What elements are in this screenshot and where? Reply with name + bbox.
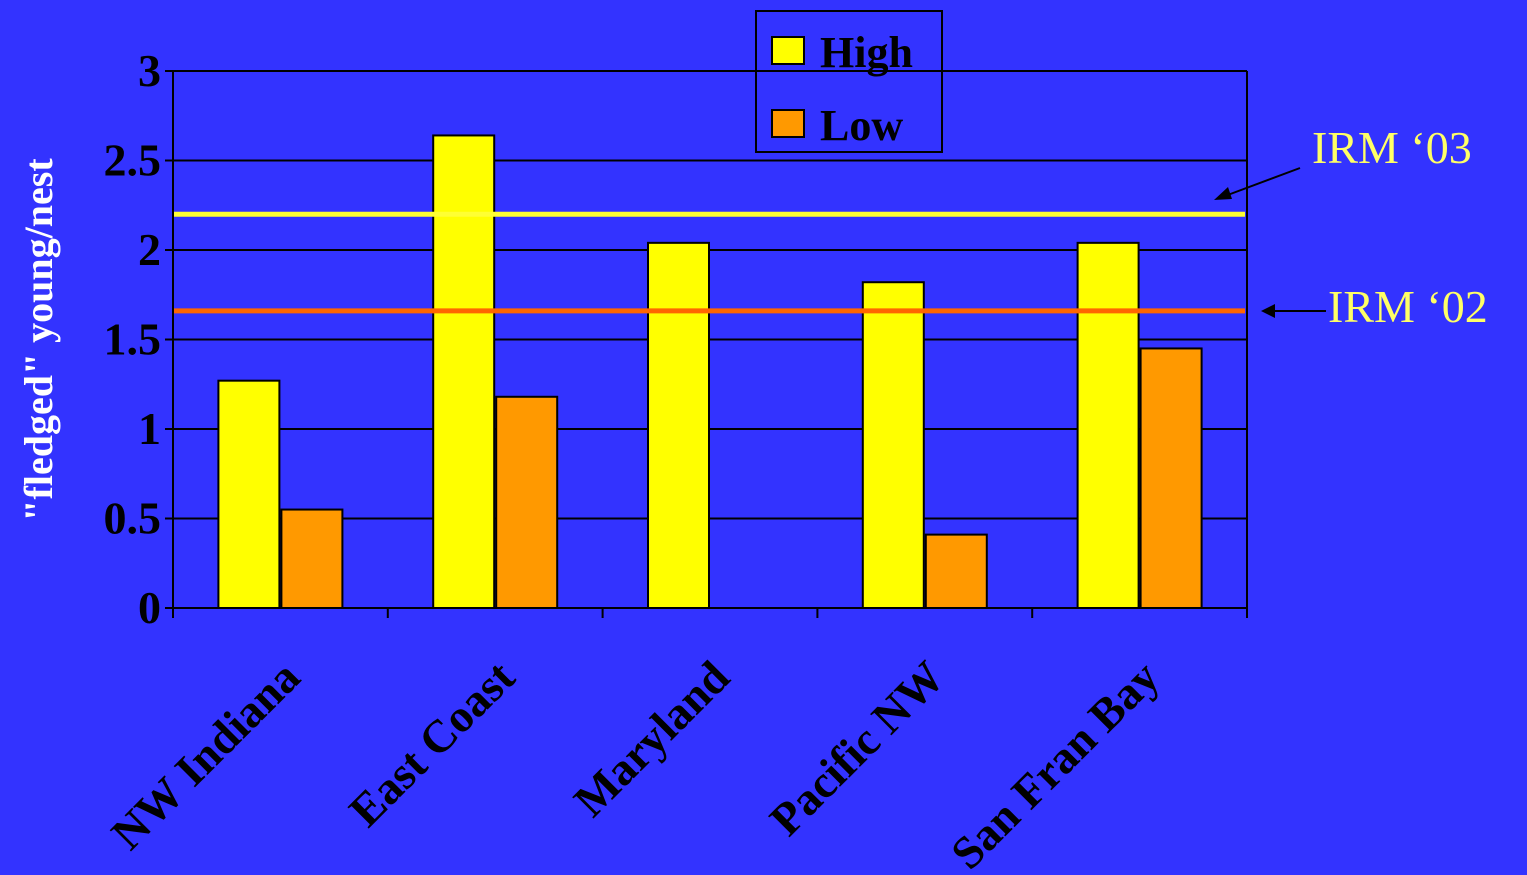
bar-high xyxy=(432,134,496,609)
bars xyxy=(217,134,1203,610)
y-tick-labels: 0 0.5 1 1.5 2 2.5 3 xyxy=(104,45,162,633)
y-axis-label: "fledged" young/nest xyxy=(16,158,61,522)
y-tick-label: 0 xyxy=(138,582,161,633)
legend-label-low: Low xyxy=(820,101,903,150)
axes xyxy=(165,70,1248,618)
legend-label-high: High xyxy=(820,28,913,77)
y-tick-label: 0.5 xyxy=(104,493,162,544)
legend-swatch-low xyxy=(771,109,805,138)
irm02-arrowhead xyxy=(1261,304,1275,318)
bar-high xyxy=(861,281,925,609)
bar-low xyxy=(1139,347,1203,609)
bar-low xyxy=(280,508,344,609)
legend: High Low xyxy=(755,10,943,153)
bar-high xyxy=(1076,241,1140,609)
y-tick-label: 1 xyxy=(138,403,161,454)
reference-lines xyxy=(173,211,1245,314)
legend-box xyxy=(755,10,943,153)
bar-low xyxy=(495,395,559,609)
x-tick-label: Pacific NW xyxy=(760,651,954,845)
y-tick-label: 1.5 xyxy=(104,314,162,365)
bar-low xyxy=(924,533,988,609)
x-tick-label: Maryland xyxy=(564,651,740,827)
bar-high xyxy=(647,241,710,609)
y-tick-label: 2.5 xyxy=(104,135,162,186)
x-tick-label: East Coast xyxy=(339,651,525,837)
reference-annotations: IRM ‘03 IRM ‘02 xyxy=(1214,122,1488,332)
x-tick-labels: NW Indiana East Coast Maryland Pacific NWSa… xyxy=(101,651,1168,875)
irm02-label: IRM ‘02 xyxy=(1328,281,1488,332)
x-tick-label: San Fran Bay xyxy=(941,651,1169,875)
irm03-label: IRM ‘03 xyxy=(1312,122,1472,173)
y-tick-label: 3 xyxy=(138,45,161,96)
bar-high xyxy=(217,379,281,610)
y-tick-label: 2 xyxy=(138,224,161,275)
irm03-arrow xyxy=(1224,167,1301,197)
x-tick-label: NW Indiana xyxy=(101,651,309,859)
irm03-arrowhead xyxy=(1214,187,1232,200)
legend-swatch-high xyxy=(771,36,805,65)
